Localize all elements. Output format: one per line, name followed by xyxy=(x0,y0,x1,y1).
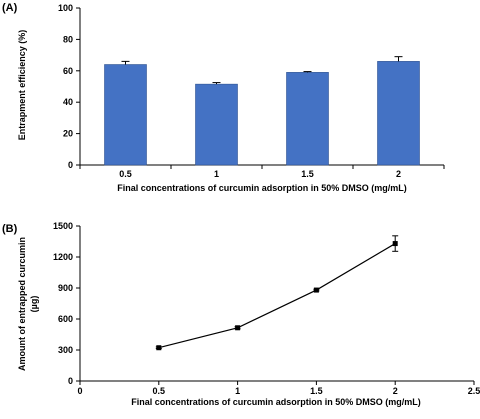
panel-b-y-ticks: 0 300 600 900 1200 1500 xyxy=(53,221,80,386)
panel-b-y-tick-label: 900 xyxy=(58,283,73,293)
panel-b-x-tick-label: 1 xyxy=(235,386,240,396)
panel-a-x-ticks: 0.5 1 1.5 2 xyxy=(79,165,445,179)
panel-b-x-tick-label: 0.5 xyxy=(153,386,166,396)
panel-b-y-tick-label: 1500 xyxy=(53,221,73,231)
panel-b-y-axis-label-line-2: (µg) xyxy=(29,296,39,313)
panel-a-x-tick-label: 2 xyxy=(396,169,401,179)
panel-a-bar xyxy=(377,61,420,166)
panel-a-y-tick-label: 0 xyxy=(68,160,73,170)
panel-a-y-ticks: 0 20 40 60 80 100 xyxy=(58,3,80,170)
panel-a-error-bars xyxy=(121,56,403,85)
panel-a-y-tick-label: 20 xyxy=(63,129,73,139)
panel-b-data-point xyxy=(392,241,398,247)
panel-b-data-point xyxy=(156,345,162,351)
panel-b-x-tick-label: 1.5 xyxy=(310,386,323,396)
panel-a-x-tick-label: 0.5 xyxy=(119,169,132,179)
panel-b-label: (B) xyxy=(2,223,18,235)
panel-b-y-tick-label: 600 xyxy=(58,314,73,324)
panel-b-x-tick-label: 2.5 xyxy=(468,386,480,396)
panel-b-chart: (B) Amount of entrapped curcumin (µg) Fi… xyxy=(2,221,480,407)
panel-b-y-tick-label: 1200 xyxy=(53,252,73,262)
panel-a-bar xyxy=(195,83,238,166)
panel-a-y-tick-label: 60 xyxy=(63,66,73,76)
panel-b-x-ticks: 0 0.5 1 1.5 2 2.5 xyxy=(77,381,480,396)
panel-b-y-tick-label: 0 xyxy=(68,376,73,386)
panel-a-chart: (A) Entrapment efficiency (%) Final conc… xyxy=(2,2,445,193)
panel-b-y-axis-label-line-1: Amount of entrapped curcumin xyxy=(17,237,27,371)
panel-a-y-tick-label: 100 xyxy=(58,3,73,13)
panel-a-bar xyxy=(286,72,329,166)
panel-a-y-axis-label: Entrapment efficiency (%) xyxy=(17,30,27,141)
panel-a-label: (A) xyxy=(2,2,18,14)
panel-b-series xyxy=(155,235,399,351)
panel-b-data-point xyxy=(313,287,319,293)
panel-b-axes xyxy=(79,226,474,382)
panel-a-x-tick-label: 1 xyxy=(214,169,219,179)
panel-b-data-point xyxy=(235,325,241,331)
panel-b-y-tick-label: 300 xyxy=(58,345,73,355)
panel-b-x-tick-label: 2 xyxy=(393,386,398,396)
panel-a-x-axis-label: Final concentrations of curcumin adsorpt… xyxy=(117,183,407,193)
panel-b-x-tick-label: 0 xyxy=(77,386,82,396)
panel-a-bar xyxy=(104,64,147,166)
panel-a-y-tick-label: 80 xyxy=(63,34,73,44)
panel-a-bars xyxy=(104,61,420,166)
panel-b-x-axis-label: Final concentrations of curcumin adsorpt… xyxy=(131,397,421,407)
panel-b-series-line xyxy=(158,243,396,349)
panel-a-x-tick-label: 1.5 xyxy=(301,169,314,179)
panel-a-y-tick-label: 40 xyxy=(63,97,73,107)
